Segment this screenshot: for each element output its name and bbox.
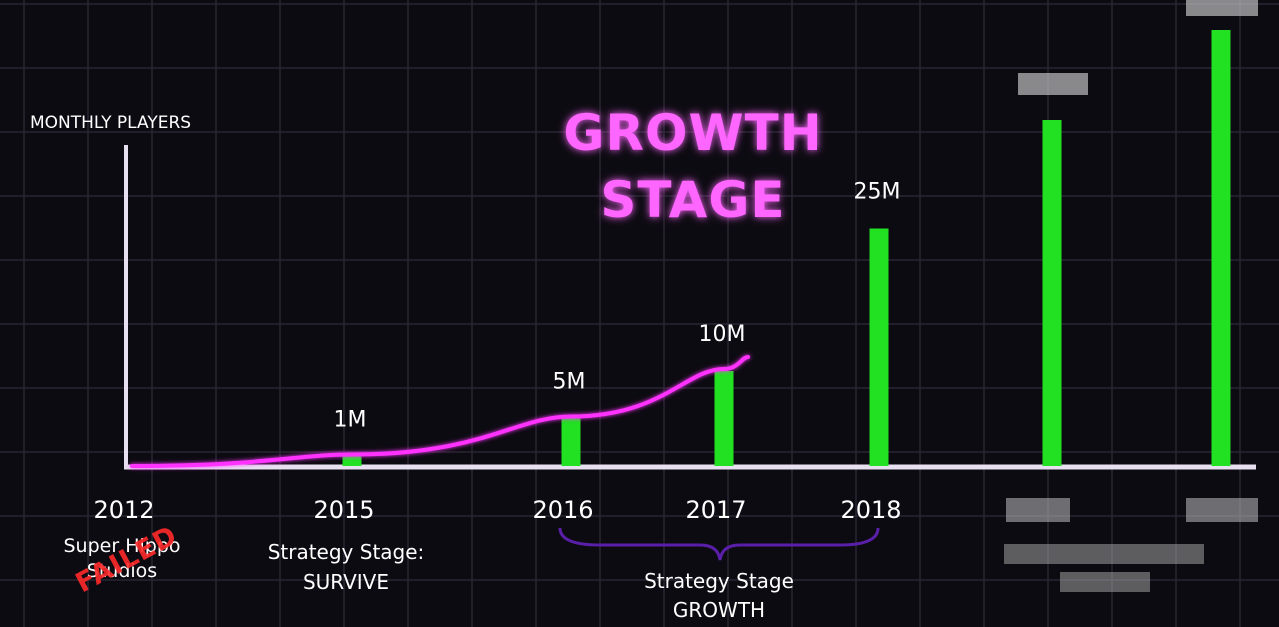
survive-caption-line1: Strategy Stage: — [268, 540, 425, 564]
obscured-caption-line2 — [1060, 572, 1150, 592]
start-company-line2: Studios — [87, 560, 157, 582]
obscured-caption-line1 — [1004, 544, 1204, 564]
x-tick-label: 2018 — [840, 496, 901, 524]
bar — [869, 228, 889, 466]
growth-stage-brace — [558, 527, 880, 561]
obscured-value-label-1 — [1018, 73, 1088, 95]
x-tick-label: 2012 — [93, 496, 154, 524]
obscured-value-label-2 — [1186, 0, 1258, 16]
bar-value-label: 5M — [553, 370, 586, 395]
x-tick-label: 2017 — [685, 496, 746, 524]
bar — [1211, 30, 1231, 466]
x-tick-label: 2015 — [313, 496, 374, 524]
trend-line — [130, 355, 750, 468]
obscured-year-label-1 — [1006, 498, 1070, 522]
chart-title-line1: GROWTH — [563, 104, 822, 162]
bar-group — [342, 30, 1231, 466]
bar-value-label: 1M — [334, 408, 367, 433]
y-axis-label: MONTHLY PLAYERS — [30, 113, 191, 133]
value-label-group: 1M 5M 10M 25M — [334, 180, 901, 433]
start-company-line1: Super Hippo — [63, 535, 180, 557]
bar-value-label: 10M — [699, 322, 746, 347]
bar — [342, 456, 362, 466]
growth-caption-line1: Strategy Stage — [644, 569, 794, 593]
bar — [1042, 120, 1062, 466]
obscured-content — [1004, 0, 1258, 592]
bar — [561, 418, 581, 466]
growth-caption-line2: GROWTH — [673, 598, 765, 622]
x-tick-label: 2016 — [532, 496, 593, 524]
bar-value-label: 25M — [854, 180, 901, 205]
obscured-year-label-2 — [1186, 498, 1258, 522]
bar — [714, 371, 734, 466]
tick-label-group: 2012 2015 2016 2017 2018 — [93, 496, 901, 524]
survive-caption-line2: SURVIVE — [303, 570, 389, 594]
chart-title-line2: STAGE — [600, 171, 785, 229]
